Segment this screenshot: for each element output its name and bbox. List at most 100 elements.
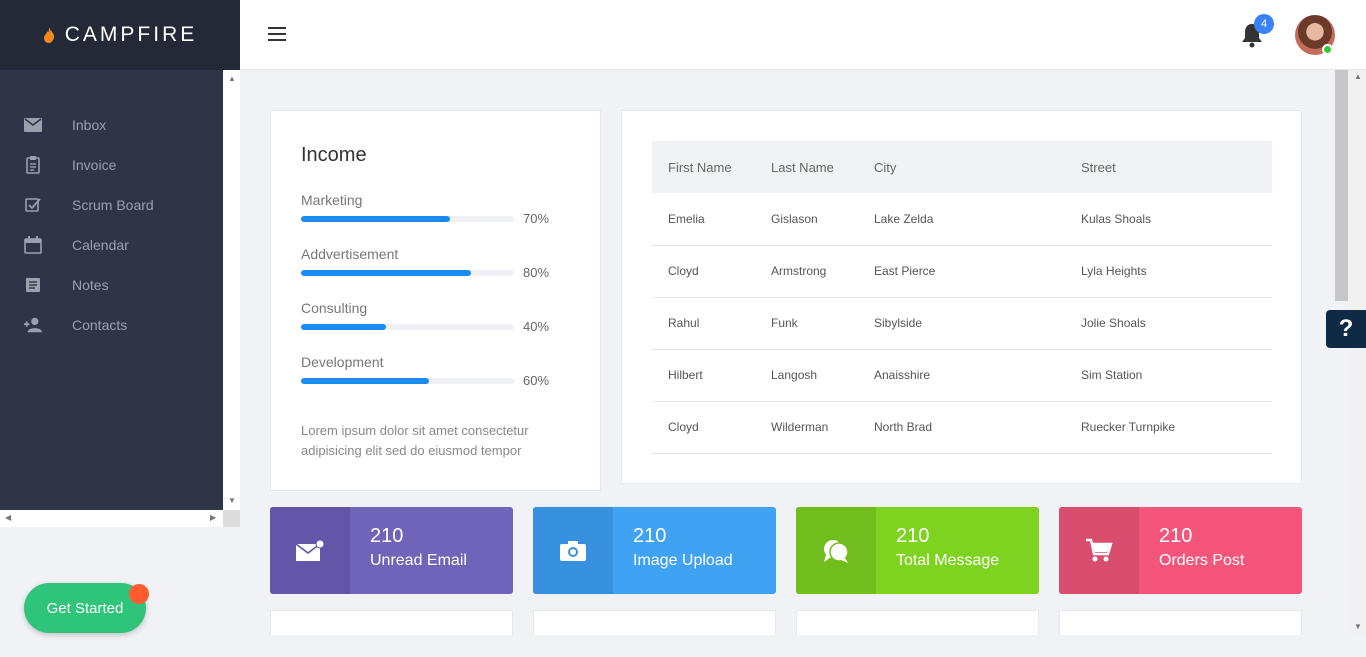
stat-label: Unread Email	[370, 552, 467, 569]
notification-dot	[129, 584, 149, 604]
column-header[interactable]: Street	[1065, 141, 1272, 193]
sidebar-item-label: Notes	[72, 277, 109, 293]
stat-tile-image-upload[interactable]: 210 Image Upload	[533, 507, 776, 594]
progress-fill	[301, 270, 472, 276]
progress-label: Consulting	[301, 300, 368, 316]
sidebar-item-inbox[interactable]: Inbox	[0, 105, 223, 145]
progress-label: Development	[301, 354, 384, 370]
clipboard-icon	[24, 156, 42, 174]
table-row[interactable]: Emelia Gislason Lake Zelda Kulas Shoals	[652, 193, 1272, 246]
scroll-up-arrow-icon[interactable]: ▲	[228, 74, 236, 83]
table-cell: North Brad	[858, 401, 1065, 454]
progress-value: 40%	[523, 319, 550, 334]
stat-label: Image Upload	[633, 552, 733, 569]
table-cell: Langosh	[755, 349, 858, 402]
get-started-button[interactable]: Get Started	[24, 583, 146, 633]
sidebar-horizontal-scrollbar[interactable]: ◀ ▶	[0, 510, 223, 527]
stat-value: 210	[1159, 525, 1193, 547]
calendar-icon	[24, 236, 42, 254]
main-vertical-scrollbar[interactable]: ▲ ▼	[1349, 70, 1366, 635]
sidebar-item-label: Contacts	[72, 317, 128, 333]
table-row[interactable]: Cloyd Wilderman North Brad Ruecker Turnp…	[652, 401, 1272, 454]
tile-text: 210 Unread Email	[350, 507, 467, 594]
contacts-table-card: First Name Last Name City Street Emelia …	[621, 110, 1302, 484]
scrollbar-thumb[interactable]	[1335, 70, 1348, 301]
sidebar-item-invoice[interactable]: Invoice	[0, 145, 223, 185]
tile-icon-area	[533, 507, 613, 594]
scroll-up-arrow-icon[interactable]: ▲	[1354, 72, 1362, 81]
progress-track	[301, 270, 514, 276]
progress-value: 60%	[523, 373, 550, 388]
progress-fill	[301, 378, 429, 384]
income-card: Income Marketing 70% Addvertisement 80% …	[270, 110, 601, 491]
progress-consulting: Consulting 40%	[301, 300, 561, 334]
scrollbar-corner	[223, 510, 240, 527]
sidebar-vertical-scrollbar[interactable]: ▲ ▼	[223, 70, 240, 510]
sidebar-item-calendar[interactable]: Calendar	[0, 225, 223, 265]
add-person-icon	[24, 316, 42, 334]
progress-track	[301, 216, 514, 222]
help-button[interactable]: ?	[1326, 310, 1366, 348]
sidebar-item-scrum-board[interactable]: Scrum Board	[0, 185, 223, 225]
stat-value: 210	[370, 525, 404, 547]
scroll-down-arrow-icon[interactable]: ▼	[228, 496, 236, 505]
tile-icon-area	[1059, 507, 1139, 594]
contacts-table: First Name Last Name City Street Emelia …	[652, 141, 1272, 454]
tile-icon-area	[270, 507, 350, 594]
stat-label: Orders Post	[1159, 552, 1245, 569]
table-cell: Emelia	[652, 193, 755, 246]
table-cell: Gislason	[755, 193, 858, 246]
sidebar-item-contacts[interactable]: Contacts	[0, 305, 223, 345]
notification-badge: 4	[1254, 14, 1274, 34]
sidebar-item-notes[interactable]: Notes	[0, 265, 223, 305]
flame-icon	[43, 27, 54, 43]
scroll-right-arrow-icon[interactable]: ▶	[210, 513, 217, 522]
table-cell: Armstrong	[755, 245, 858, 298]
table-cell: Sibylside	[858, 297, 1065, 350]
table-row[interactable]: Rahul Funk Sibylside Jolie Shoals	[652, 297, 1272, 350]
scroll-left-arrow-icon[interactable]: ◀	[5, 513, 12, 522]
progress-value: 70%	[523, 211, 550, 226]
table-cell: Wilderman	[755, 401, 858, 454]
tile-text: 210 Total Message	[876, 507, 999, 594]
sidebar-item-label: Inbox	[72, 117, 107, 133]
scroll-down-arrow-icon[interactable]: ▼	[1354, 622, 1362, 631]
stat-value: 210	[896, 525, 930, 547]
stat-tile-orders-post[interactable]: 210 Orders Post	[1059, 507, 1302, 594]
camera-icon	[560, 540, 586, 561]
progress-addvertisement: Addvertisement 80%	[301, 246, 561, 280]
progress-development: Development 60%	[301, 354, 561, 388]
cart-icon	[1086, 538, 1113, 561]
table-cell: Lake Zelda	[858, 193, 1065, 246]
income-title: Income	[301, 144, 367, 166]
table-cell: Kulas Shoals	[1065, 193, 1272, 246]
tile-text: 210 Image Upload	[613, 507, 733, 594]
mail-icon	[295, 539, 325, 561]
column-header[interactable]: Last Name	[755, 141, 858, 193]
stat-tile-total-message[interactable]: 210 Total Message	[796, 507, 1039, 594]
income-description: Lorem ipsum dolor sit amet consectetur a…	[301, 423, 529, 458]
table-cell: Lyla Heights	[1065, 245, 1272, 298]
sidebar-item-label: Scrum Board	[72, 197, 154, 213]
envelope-icon	[24, 116, 42, 134]
table-header-row: First Name Last Name City Street	[652, 141, 1272, 193]
progress-value: 80%	[523, 265, 550, 280]
sidebar-item-label: Calendar	[72, 237, 129, 253]
progress-track	[301, 378, 514, 384]
table-row[interactable]: Cloyd Armstrong East Pierce Lyla Heights	[652, 245, 1272, 298]
table-cell: Sim Station	[1065, 349, 1272, 402]
progress-label: Addvertisement	[301, 246, 399, 262]
progress-label: Marketing	[301, 192, 363, 208]
tile-icon-area	[796, 507, 876, 594]
brand-bar: CAMPFIRE	[0, 0, 240, 70]
table-row[interactable]: Hilbert Langosh Anaisshire Sim Station	[652, 349, 1272, 402]
column-header[interactable]: First Name	[652, 141, 755, 193]
table-cell: Cloyd	[652, 245, 755, 298]
checkbox-icon	[24, 196, 42, 214]
stat-label: Total Message	[896, 552, 1000, 569]
hamburger-menu-icon[interactable]	[268, 27, 286, 41]
progress-fill	[301, 324, 387, 330]
table-cell: Rahul	[652, 297, 755, 350]
column-header[interactable]: City	[858, 141, 1065, 193]
stat-tile-unread-email[interactable]: 210 Unread Email	[270, 507, 513, 594]
